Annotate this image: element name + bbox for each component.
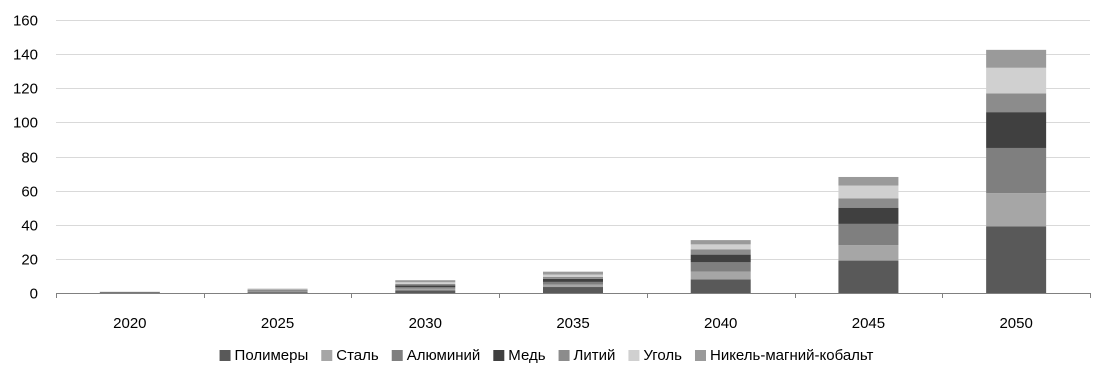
bar-segment bbox=[986, 93, 1047, 113]
bar-segment bbox=[543, 284, 603, 288]
bar-segment bbox=[690, 249, 751, 255]
x-tick-label: 2025 bbox=[261, 315, 294, 332]
bar-segment bbox=[986, 112, 1047, 148]
legend-label: Медь bbox=[508, 347, 545, 364]
bar-segment bbox=[986, 226, 1047, 293]
bars bbox=[99, 49, 1047, 293]
legend-swatch bbox=[558, 350, 570, 361]
bar-segment bbox=[986, 49, 1047, 68]
bar-segment bbox=[986, 193, 1047, 227]
bar-segment bbox=[838, 223, 899, 246]
bar-segment bbox=[247, 292, 308, 293]
bar-segment bbox=[543, 278, 603, 282]
gridlines bbox=[56, 20, 1090, 260]
bar-segment bbox=[543, 276, 603, 279]
bar-segment bbox=[247, 290, 308, 291]
y-tick-label: 160 bbox=[13, 13, 38, 30]
legend-label: Литий bbox=[574, 347, 616, 364]
bar-segment bbox=[690, 244, 751, 250]
bar-segment bbox=[395, 282, 456, 284]
bar-segment bbox=[395, 280, 456, 283]
y-tick-label: 100 bbox=[13, 115, 38, 132]
bar-segment bbox=[395, 283, 456, 286]
legend-label: Алюминий bbox=[407, 347, 481, 364]
bar-segment bbox=[99, 292, 160, 293]
bar-segment bbox=[395, 288, 456, 291]
legend-item: Алюминий bbox=[391, 347, 481, 364]
bar-segment bbox=[395, 290, 456, 293]
y-tick-label: 0 bbox=[30, 286, 38, 303]
bar-segment bbox=[690, 279, 751, 293]
legend-item: Уголь bbox=[628, 347, 682, 364]
y-axis: 0 20 40 60 80 100 120 140 160 bbox=[13, 13, 38, 303]
bar-segment bbox=[838, 260, 899, 293]
bar-segment bbox=[690, 240, 751, 245]
legend-swatch bbox=[321, 350, 333, 361]
legend-item: Полимеры bbox=[219, 347, 309, 364]
bar-segment bbox=[543, 287, 603, 293]
legend-item: Медь bbox=[493, 347, 546, 364]
bar-segment bbox=[838, 198, 899, 208]
bar-segment bbox=[690, 262, 751, 272]
bar-segment bbox=[395, 285, 456, 288]
bar-segment bbox=[247, 290, 308, 292]
legend-label: Полимеры bbox=[235, 347, 309, 364]
x-tick-label: 2045 bbox=[852, 315, 885, 332]
bar-segment bbox=[395, 287, 456, 289]
x-tick-label: 2030 bbox=[409, 315, 442, 332]
bar-segment bbox=[690, 254, 751, 263]
legend-label: Никель-магний-кобальт bbox=[710, 347, 874, 364]
legend-swatch bbox=[391, 350, 403, 361]
bar-segment bbox=[247, 291, 308, 293]
bar-segment bbox=[838, 176, 899, 186]
legend-swatch bbox=[694, 350, 706, 361]
bar-segment bbox=[543, 271, 603, 275]
x-axis: 2020 2025 2030 2035 2040 2045 2050 bbox=[56, 293, 1091, 332]
y-tick-label: 120 bbox=[13, 81, 38, 98]
legend-item: Никель-магний-кобальт bbox=[694, 347, 874, 364]
bar-segment bbox=[247, 288, 308, 290]
y-tick-label: 60 bbox=[21, 184, 38, 201]
bar-segment bbox=[838, 245, 899, 261]
legend-label: Уголь bbox=[643, 347, 682, 364]
legend-item: Литий bbox=[558, 347, 616, 364]
y-tick-label: 20 bbox=[21, 252, 38, 269]
bar-segment bbox=[838, 207, 899, 224]
bar-segment bbox=[543, 281, 603, 285]
y-tick-label: 80 bbox=[21, 150, 38, 167]
bar-segment bbox=[838, 185, 899, 199]
legend-label: Сталь bbox=[336, 347, 379, 364]
y-tick-label: 40 bbox=[21, 218, 38, 235]
bar-segment bbox=[986, 67, 1047, 94]
bar-segment bbox=[543, 274, 603, 277]
legend-swatch bbox=[219, 350, 231, 361]
legend-item: Сталь bbox=[321, 347, 379, 364]
x-tick-label: 2020 bbox=[113, 315, 146, 332]
y-tick-label: 140 bbox=[13, 47, 38, 64]
x-tick-label: 2035 bbox=[556, 315, 589, 332]
x-tick-label: 2050 bbox=[999, 315, 1032, 332]
bar-segment bbox=[690, 271, 751, 280]
legend: Полимеры Сталь Алюминий Медь Литий Уголь Никел… bbox=[219, 347, 874, 364]
legend-swatch bbox=[493, 350, 505, 361]
x-tick-label: 2040 bbox=[704, 315, 737, 332]
legend-swatch bbox=[628, 350, 640, 361]
bar-segment bbox=[986, 147, 1047, 194]
